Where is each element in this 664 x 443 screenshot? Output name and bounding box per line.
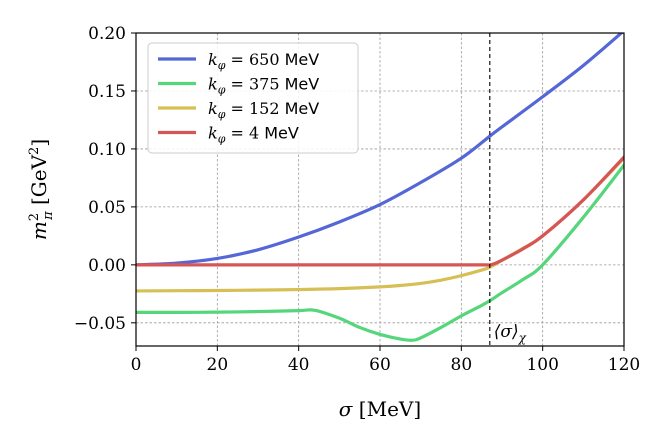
y-axis-label-unit-sup: 2: [27, 147, 42, 155]
y-tick-label-5: 0.20: [88, 24, 126, 44]
x-tick-label-2: 40: [288, 355, 310, 375]
y-tick-label-4: 0.15: [88, 82, 126, 102]
y-axis-label-sub: π: [41, 211, 56, 221]
y-axis-label-sup: 2: [27, 213, 42, 221]
y-axis-label: m2π [GeV2]: [27, 139, 56, 240]
x-tick-label-0: 0: [131, 355, 142, 375]
x-tick-label-3: 60: [369, 355, 391, 375]
y-axis-label-symbol: m: [27, 221, 51, 240]
series-line-0: [136, 33, 624, 267]
series-layer: [136, 33, 624, 342]
vline-annotation: ⟨σ⟩χ: [494, 322, 527, 345]
y-tick-labels: −0.05 0.00 0.05 0.10 0.15 0.20: [74, 24, 126, 334]
legend-label-1: kφ = 375 MeV: [208, 75, 319, 97]
legend-label-0: kφ = 650 MeV: [208, 50, 319, 72]
y-tick-label-2: 0.05: [88, 198, 126, 218]
legend-label-2: kφ = 152 MeV: [208, 99, 319, 121]
y-axis-label-unit-close: ]: [27, 139, 51, 147]
legend-box: [147, 42, 359, 154]
x-tick-label-1: 20: [207, 355, 229, 375]
y-tick-label-3: 0.10: [88, 140, 126, 160]
axis-ticks: [131, 32, 625, 351]
y-tick-label-0: −0.05: [74, 314, 126, 334]
x-axis-label: σ [MeV]: [339, 397, 421, 421]
series-line-3: [136, 155, 624, 267]
y-axis-label-unit-open: [GeV: [27, 154, 51, 211]
y-tick-label-1: 0.00: [88, 256, 126, 276]
x-tick-label-6: 120: [608, 355, 640, 375]
x-axis-label-symbol: σ: [339, 397, 354, 421]
x-tick-label-5: 100: [526, 355, 558, 375]
x-axis-label-unit: [MeV]: [352, 397, 421, 421]
series-line-1: [136, 163, 624, 342]
x-tick-label-4: 80: [451, 355, 473, 375]
vline-annotation-main: ⟨σ⟩: [494, 322, 519, 342]
vline-annotation-sub: χ: [518, 331, 527, 345]
x-tick-labels: 0 20 40 60 80 100 120: [131, 355, 641, 375]
legend-label-3: kφ = 4 MeV: [208, 124, 299, 146]
